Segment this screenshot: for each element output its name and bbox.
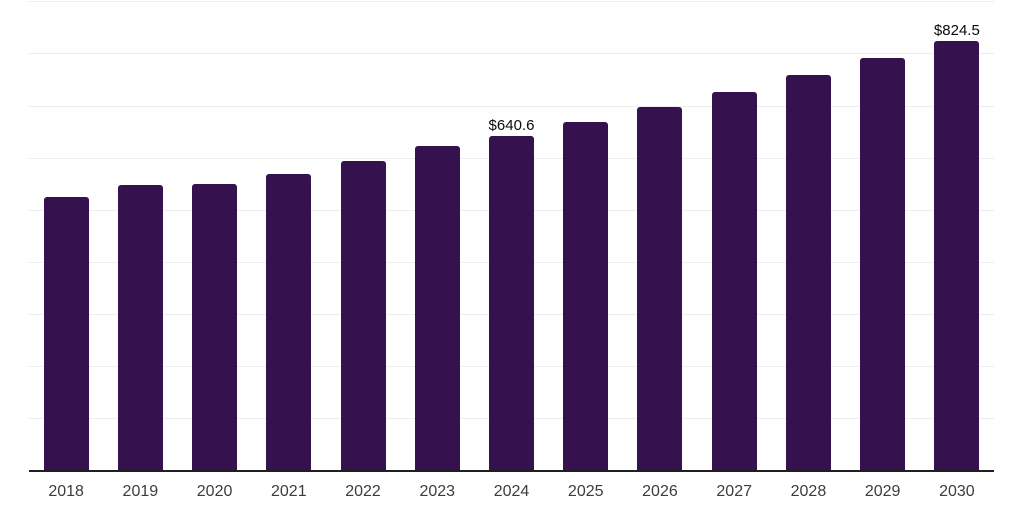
bar-2020 bbox=[192, 184, 238, 470]
x-tick-label-2019: 2019 bbox=[122, 483, 159, 500]
bar-2027 bbox=[711, 91, 757, 470]
x-axis-line bbox=[29, 470, 994, 472]
bar-2023 bbox=[414, 146, 460, 470]
x-tick-label-2020: 2020 bbox=[196, 483, 233, 500]
x-tick-label-2029: 2029 bbox=[864, 483, 901, 500]
x-tick-label-2024: 2024 bbox=[493, 483, 530, 500]
data-label-2030: $824.5 bbox=[933, 21, 980, 39]
bar-2028 bbox=[785, 75, 831, 470]
x-tick-label-2026: 2026 bbox=[642, 483, 678, 500]
bar-2024 bbox=[489, 136, 534, 470]
x-tick-label-2018: 2018 bbox=[48, 483, 84, 500]
bar-2025 bbox=[563, 122, 609, 470]
x-tick-label-2030: 2030 bbox=[939, 483, 975, 500]
x-tick-label-2022: 2022 bbox=[345, 483, 381, 500]
x-tick-label-2025: 2025 bbox=[567, 483, 604, 500]
gridline-800 bbox=[29, 53, 994, 54]
bar-2018 bbox=[43, 196, 89, 470]
gridline-900 bbox=[29, 1, 994, 2]
gridline-700 bbox=[29, 106, 994, 107]
bar-2021 bbox=[266, 173, 312, 470]
bar-2029 bbox=[860, 58, 906, 470]
bar-2026 bbox=[637, 107, 683, 470]
x-tick-label-2028: 2028 bbox=[790, 483, 827, 500]
x-tick-label-2021: 2021 bbox=[271, 483, 307, 500]
bar-2019 bbox=[117, 185, 163, 470]
x-tick-label-2027: 2027 bbox=[716, 483, 752, 500]
data-label-2024: $640.6 bbox=[488, 117, 535, 135]
x-tick-label-2023: 2023 bbox=[419, 483, 456, 500]
bar-2022 bbox=[340, 161, 386, 470]
bar-2030 bbox=[934, 40, 980, 470]
